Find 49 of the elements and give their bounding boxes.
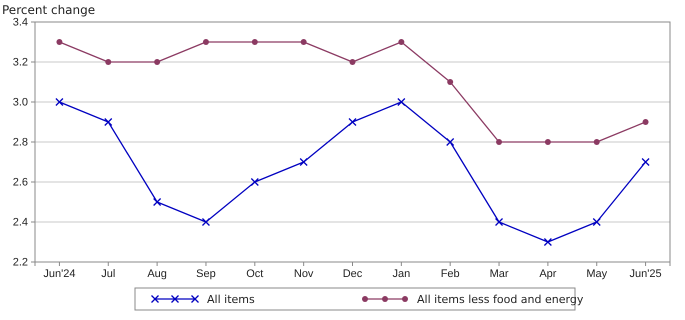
point	[397, 98, 406, 106]
x-tick-label: Sep	[196, 268, 216, 280]
point	[592, 218, 601, 226]
point	[496, 139, 502, 145]
point	[544, 139, 551, 145]
point	[642, 119, 649, 125]
point	[641, 158, 650, 166]
point	[105, 59, 112, 65]
point	[154, 59, 160, 65]
x-tick-label: Jun'24	[43, 268, 76, 280]
point	[104, 118, 112, 126]
point	[202, 39, 209, 45]
point	[398, 39, 404, 45]
point	[300, 39, 307, 45]
legend-label: All items	[207, 293, 255, 306]
x-tick-label: May	[586, 268, 608, 280]
legend-label: All items less food and energy	[417, 293, 584, 306]
point	[300, 158, 308, 166]
y-tick-label: 3.4	[12, 16, 28, 29]
x-tick-label: Jul	[101, 268, 116, 280]
x-tick-label: Aug	[147, 268, 167, 280]
x-tick-label: Feb	[440, 268, 460, 280]
point	[56, 39, 62, 45]
point	[250, 178, 259, 186]
y-tick-label: 2.8	[12, 136, 28, 149]
x-tick-label: Nov	[294, 268, 314, 280]
x-tick-label: Oct	[246, 268, 264, 280]
x-tick-label: Dec	[342, 268, 363, 280]
point	[348, 118, 357, 126]
y-tick-label: 3.2	[12, 56, 28, 69]
x-tick-label: Mar	[490, 268, 509, 280]
y-tick-label: 3.0	[12, 96, 28, 109]
point	[202, 218, 210, 226]
x-tick-label: Jan	[392, 268, 410, 280]
point	[447, 79, 454, 85]
y-axis-title: Percent change	[2, 3, 96, 17]
point	[544, 238, 552, 246]
point	[152, 198, 162, 206]
point	[350, 59, 356, 65]
x-tick-label: Apr	[539, 268, 557, 280]
point	[55, 98, 64, 106]
x-tick-label: Jun'25	[630, 268, 662, 280]
point	[594, 139, 600, 145]
y-tick-label: 2.2	[12, 256, 28, 269]
y-tick-label: 2.4	[12, 216, 28, 229]
point	[494, 218, 504, 226]
y-tick-label: 2.6	[12, 176, 28, 189]
point	[252, 39, 258, 45]
point	[446, 138, 454, 146]
